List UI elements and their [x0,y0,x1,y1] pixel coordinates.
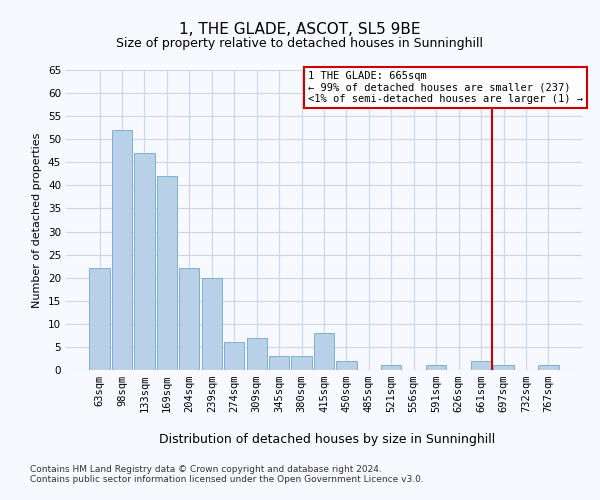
Bar [381,366,401,370]
Text: Contains public sector information licensed under the Open Government Licence v3: Contains public sector information licen… [30,476,424,484]
Bar [112,130,132,370]
Bar [337,361,356,370]
Bar [179,268,199,370]
Bar [269,356,289,370]
Bar [202,278,222,370]
Text: Contains HM Land Registry data © Crown copyright and database right 2024.: Contains HM Land Registry data © Crown c… [30,466,382,474]
Bar [538,366,559,370]
Bar [224,342,244,370]
Text: Size of property relative to detached houses in Sunninghill: Size of property relative to detached ho… [116,38,484,51]
Bar [292,356,311,370]
Text: 1, THE GLADE, ASCOT, SL5 9BE: 1, THE GLADE, ASCOT, SL5 9BE [179,22,421,38]
Bar [471,361,491,370]
Y-axis label: Number of detached properties: Number of detached properties [32,132,43,308]
Bar [247,338,267,370]
Bar [314,333,334,370]
Bar [89,268,110,370]
Bar [426,366,446,370]
Text: 1 THE GLADE: 665sqm
← 99% of detached houses are smaller (237)
<1% of semi-detac: 1 THE GLADE: 665sqm ← 99% of detached ho… [308,71,583,104]
Text: Distribution of detached houses by size in Sunninghill: Distribution of detached houses by size … [159,432,495,446]
Bar [134,153,155,370]
Bar [157,176,177,370]
Bar [493,366,514,370]
